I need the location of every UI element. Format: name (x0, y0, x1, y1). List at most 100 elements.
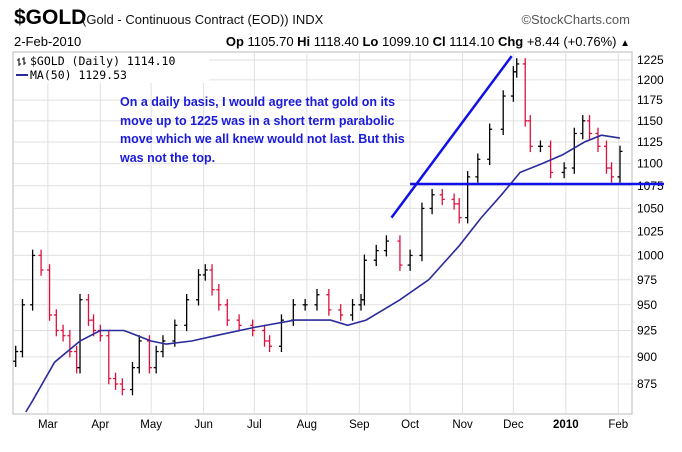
price-bar (224, 299, 230, 326)
price-bar (236, 314, 242, 332)
x-tick-label: Mar (38, 419, 58, 431)
price-bar (153, 345, 159, 374)
low-label: Lo (362, 34, 379, 49)
price-bar (184, 293, 190, 332)
y-tick-label: 950 (637, 298, 657, 312)
ohlc-bar-icon (17, 57, 26, 66)
quote-date: 2-Feb-2010 (14, 34, 82, 49)
open-label: Op (225, 34, 244, 49)
symbol-title: $GOLD (14, 6, 87, 29)
symbol-description: (Gold - Continuous Contract (EOD)) INDX (82, 12, 324, 27)
price-bar (407, 249, 413, 271)
price-bar (85, 293, 91, 326)
price-bar (196, 269, 202, 306)
price-bar (19, 299, 25, 358)
price-bar (571, 127, 577, 174)
price-bar (314, 288, 320, 311)
ma50-line (25, 134, 621, 413)
price-bar (160, 335, 166, 358)
price-bar (202, 264, 208, 281)
price-bar (267, 335, 273, 353)
price-bar (91, 314, 97, 337)
price-bars (13, 58, 623, 396)
x-tick-label: Jun (194, 419, 213, 431)
price-bar (397, 235, 403, 271)
price-bar (106, 329, 112, 385)
x-tick-label: Dec (503, 419, 524, 431)
price-bar (47, 264, 53, 321)
price-bar (465, 171, 471, 224)
legend-price: $GOLD (Daily) 1114.10 (30, 54, 175, 68)
y-tick-label: 1075 (637, 179, 664, 193)
y-tick-label: 1200 (637, 73, 664, 87)
y-tick-label: 875 (637, 377, 657, 391)
y-tick-label: 1225 (637, 53, 664, 67)
price-bar (603, 140, 609, 174)
x-tick-label: Jul (247, 419, 262, 431)
price-bar (373, 244, 379, 267)
price-bar (262, 324, 268, 347)
price-bar (429, 189, 435, 215)
plot-frame (12, 51, 633, 415)
price-bar (522, 58, 528, 127)
quote-summary: Op 1105.70 Hi 1118.40 Lo 1099.10 Cl 1114… (226, 34, 630, 49)
price-bar (580, 115, 586, 140)
price-bar (350, 299, 356, 321)
price-bar (587, 115, 593, 140)
y-tick-label: 975 (637, 273, 657, 287)
price-bar (537, 140, 543, 153)
price-bar (129, 361, 135, 396)
price-bar (475, 153, 481, 183)
close-value: 1114.10 (449, 34, 495, 49)
x-tick-label: Oct (401, 419, 420, 431)
y-tick-label: 900 (637, 350, 657, 364)
price-bar (216, 283, 222, 311)
price-bar (527, 115, 533, 153)
price-bar (338, 304, 344, 321)
price-bar (67, 329, 73, 358)
price-bar (419, 202, 425, 262)
price-bar (609, 162, 615, 183)
price-bar (60, 324, 66, 342)
change-label: Chg (497, 34, 524, 49)
y-tick-label: 1050 (637, 201, 664, 215)
price-bar (119, 378, 125, 396)
y-tick-label: 1175 (637, 93, 663, 107)
change-value: +8.44 (+0.76%) (526, 34, 617, 49)
price-bar (302, 299, 308, 311)
chart-annotation: On a daily basis, I would agree that gol… (120, 95, 405, 165)
price-bar (500, 90, 506, 136)
price-bar (487, 123, 493, 166)
x-tick-label: 2010 (553, 419, 579, 431)
y-tick-label: 1025 (637, 225, 664, 239)
x-tick-label: Sep (349, 419, 369, 431)
x-tick-label: Nov (452, 419, 473, 431)
price-bar (451, 193, 457, 210)
y-tick-label: 1100 (637, 157, 663, 171)
brand-link[interactable]: ©StockCharts.com (521, 12, 630, 27)
legend-background (14, 53, 209, 83)
price-bar (383, 235, 389, 257)
close-label: Cl (432, 34, 446, 49)
y-tick-label: 1000 (637, 248, 664, 262)
price-bar (561, 162, 567, 179)
price-bar (136, 335, 142, 374)
price-bar (209, 264, 215, 296)
price-bar (595, 127, 601, 153)
y-tick-label: 925 (637, 323, 657, 337)
price-bar (113, 372, 119, 390)
price-bar (13, 345, 19, 368)
price-bar (53, 309, 59, 337)
low-value: 1099.10 (382, 34, 429, 49)
price-bar (617, 145, 623, 183)
price-bar (77, 293, 83, 374)
price-bar (172, 319, 178, 347)
x-tick-label: Apr (91, 419, 109, 431)
price-bar (278, 314, 284, 353)
x-tick-label: Aug (297, 419, 317, 431)
high-label: Hi (297, 34, 311, 49)
x-tick-label: May (140, 419, 162, 431)
